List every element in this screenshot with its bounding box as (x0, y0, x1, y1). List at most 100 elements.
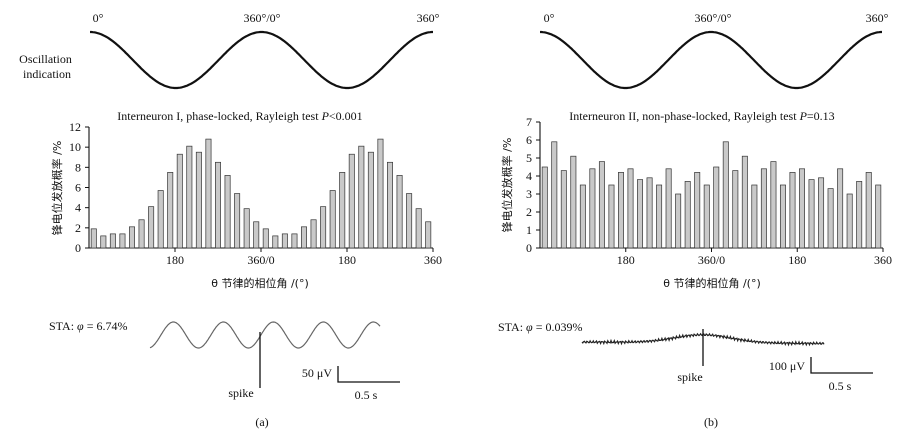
phase-label-start: 0° (93, 11, 104, 25)
bar (741, 155, 748, 249)
y-axis-label: 锋电位发放概率 /% (50, 141, 64, 236)
bar (665, 168, 672, 249)
bar (262, 228, 269, 249)
bar (109, 233, 116, 249)
y-tick-label: 4 (526, 169, 532, 183)
bar (627, 168, 634, 249)
bar (865, 172, 872, 249)
bar (703, 184, 710, 249)
bar (415, 208, 422, 249)
bar (329, 190, 336, 249)
chart-title-value: =0.13 (807, 109, 835, 123)
panel-b: 0° 360°/0° 360° Interneuron II, non-phas… (498, 11, 892, 429)
phase-label-middle: 360°/0° (244, 11, 281, 25)
histogram-a: 0 2 4 6 8 10 12 180 360/0 180 360 (69, 120, 442, 267)
panel-caption: (a) (255, 415, 268, 429)
bar (846, 193, 853, 249)
y-tick-label: 4 (75, 201, 81, 215)
bar (608, 184, 615, 249)
bar (348, 153, 355, 249)
bar (751, 184, 758, 249)
x-tick-label: 180 (788, 253, 806, 267)
bar (387, 161, 393, 249)
sta-label: STA: φ = 0.039% (498, 320, 582, 334)
bar (253, 221, 260, 249)
y-tick-label: 2 (75, 221, 81, 235)
sta-label-phi: φ (77, 319, 84, 333)
bar (837, 168, 844, 249)
x-tick-label: 180 (338, 253, 356, 267)
bar (694, 172, 701, 249)
bar (551, 141, 558, 249)
bar (195, 151, 202, 249)
bar (291, 233, 298, 249)
histogram-b: 0 1 2 3 4 5 6 7 180 360/0 180 360 (526, 115, 892, 267)
bar (167, 172, 174, 249)
bar (205, 138, 212, 249)
x-tick-label: 360/0 (247, 253, 274, 267)
sta-label-phi: φ (526, 320, 533, 334)
bar (799, 168, 805, 249)
scale-bar-voltage: 100 μV (769, 359, 805, 373)
x-tick-label: 360 (424, 253, 442, 267)
y-tick-label: 8 (75, 160, 81, 174)
y-axis-label: 锋电位发放概率 /% (500, 138, 514, 233)
y-tick-label: 10 (69, 140, 81, 154)
bar (732, 170, 739, 249)
bar (129, 226, 135, 249)
chart-title: Interneuron II, non-phase-locked, Raylei… (569, 109, 834, 123)
bar (598, 161, 605, 249)
oscillation-label-line1: Oscillation (19, 52, 72, 66)
sta-trace (149, 321, 381, 349)
bar (570, 155, 577, 249)
bar (148, 206, 155, 249)
oscillation-curve (90, 30, 433, 90)
y-tick-label: 6 (526, 133, 532, 147)
chart-title-value: <0.001 (329, 109, 363, 123)
x-axis-label: θ 节律的相位角 /(°) (211, 276, 309, 290)
x-axis-label: θ 节律的相位角 /(°) (663, 276, 761, 290)
bar (856, 181, 863, 249)
sta-label-prefix: STA: (49, 319, 77, 333)
bar (138, 219, 145, 249)
y-tick-label: 12 (69, 120, 81, 134)
bar (157, 190, 164, 249)
phase-label-end: 360° (866, 11, 889, 25)
bar (176, 153, 183, 249)
sta-label: STA: φ = 6.74% (49, 319, 127, 333)
bar (310, 219, 317, 249)
bar (789, 172, 796, 249)
bar (875, 184, 882, 249)
bar (358, 145, 365, 249)
bar (100, 235, 107, 249)
y-tick-label: 0 (75, 241, 81, 255)
scale-bar-time: 0.5 s (829, 379, 852, 393)
bar (406, 193, 413, 249)
x-tick-label: 360 (874, 253, 892, 267)
chart-title-italic: P (321, 109, 330, 123)
bar (90, 228, 97, 249)
chart-title-text: Interneuron I, phase-locked, Rayleigh te… (117, 109, 321, 123)
bar (396, 175, 403, 249)
x-tick-label: 180 (166, 253, 184, 267)
phase-label-start: 0° (544, 11, 555, 25)
bar (425, 221, 432, 249)
chart-title-italic: P (799, 109, 808, 123)
chart-title-text: Interneuron II, non-phase-locked, Raylei… (569, 109, 799, 123)
bar (808, 179, 815, 249)
sta-label-value: = 0.039% (533, 320, 583, 334)
bar (320, 206, 327, 249)
bar (713, 166, 720, 249)
bar (339, 172, 346, 249)
sta-label-value: = 6.74% (84, 319, 128, 333)
y-tick-label: 7 (526, 115, 532, 129)
bar (541, 166, 548, 249)
bar (579, 184, 586, 249)
bar (656, 184, 663, 249)
bar (637, 179, 644, 249)
scale-bar (810, 357, 873, 374)
bar (722, 141, 729, 249)
bar (215, 161, 221, 249)
sta-label-prefix: STA: (498, 320, 526, 334)
y-tick-label: 6 (75, 181, 81, 195)
